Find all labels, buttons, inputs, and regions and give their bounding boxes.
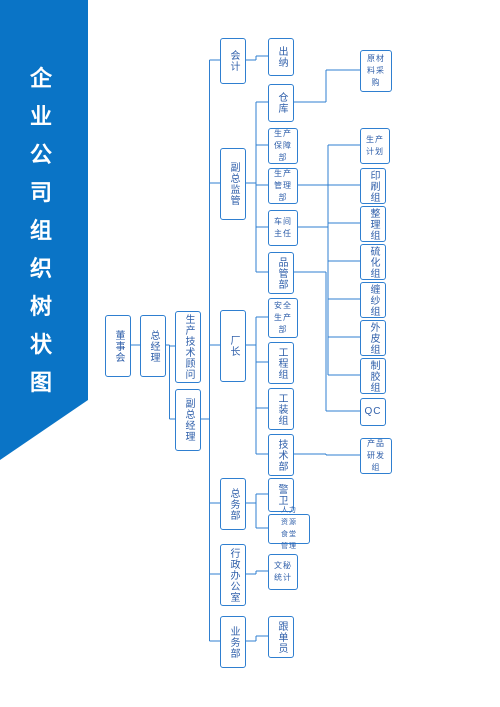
org-node-n26: 生产 计划	[360, 128, 390, 164]
org-node-n18: 工程组	[268, 342, 294, 384]
org-node-n20: 技术部	[268, 434, 294, 476]
org-node-label: 工装组	[275, 393, 287, 426]
org-node-label: 文秘 统计	[274, 560, 292, 584]
org-node-label: 行政办公室	[227, 548, 239, 603]
org-node-n13: 生产 保障 部	[268, 128, 298, 164]
org-node-n15: 车间 主任	[268, 210, 298, 246]
org-node-n6: 副总监管	[220, 148, 246, 220]
org-node-label: 会计	[227, 50, 239, 72]
org-node-label: 品管部	[275, 257, 287, 290]
org-node-label: 跟单员	[275, 621, 287, 654]
org-node-label: 生产 保障 部	[274, 128, 292, 164]
org-node-n11: 出纳	[268, 38, 294, 76]
org-node-label: 副总经理	[182, 398, 194, 442]
org-node-n1: 董事会	[105, 315, 131, 377]
org-node-label: 人力 资源 食堂 管理	[281, 505, 297, 553]
org-node-label: 安全 生产 部	[274, 300, 292, 336]
page: 企业公司组织树状图 董事会总经理生产技术顾问副总经理会计副总监管厂长总务部行政办…	[0, 0, 500, 707]
org-node-n9: 行政办公室	[220, 544, 246, 606]
org-node-n31: 外皮组	[360, 320, 386, 356]
org-node-label: 厂长	[227, 335, 239, 357]
org-node-n27: 印刷组	[360, 168, 386, 204]
org-node-n2: 总经理	[140, 315, 166, 377]
org-node-n24: 跟单员	[268, 616, 294, 658]
org-node-n8: 总务部	[220, 478, 246, 530]
org-node-n32: 制胶组	[360, 358, 386, 394]
connector-lines	[0, 0, 500, 707]
org-node-n10: 业务部	[220, 616, 246, 668]
org-node-n22: 人力 资源 食堂 管理	[268, 514, 310, 544]
org-node-n25: 原材 料采 购	[360, 50, 392, 92]
org-node-label: 生产 计划	[366, 134, 384, 158]
org-chart: 董事会 总经理 生产技术顾问副总经理 会计副总监管厂长总务部行政办公室业务部 出纳仓库生…	[0, 0, 500, 707]
org-node-label: 总务部	[227, 488, 239, 521]
org-node-n29: 硫化组	[360, 244, 386, 280]
org-node-label: 技术部	[275, 439, 287, 472]
org-node-label: 生产技术顾问	[182, 314, 194, 380]
org-node-n7: 厂长	[220, 310, 246, 382]
org-node-n33: QC	[360, 398, 386, 426]
org-node-label: 工程组	[275, 347, 287, 380]
org-node-label: 印刷组	[367, 170, 379, 203]
org-node-n34: 产品 研发 组	[360, 438, 392, 474]
org-node-n5: 会计	[220, 38, 246, 84]
org-node-label: 总经理	[147, 330, 159, 363]
org-node-label: 原材 料采 购	[367, 53, 385, 89]
org-node-label: 整理组	[367, 208, 379, 241]
org-node-label: 出纳	[275, 46, 287, 68]
org-node-n14: 生产 管理 部	[268, 168, 298, 204]
org-node-n30: 缠纱组	[360, 282, 386, 318]
org-node-label: 外皮组	[367, 322, 379, 355]
org-node-label: 生产 管理 部	[274, 168, 292, 204]
org-node-label: 董事会	[112, 330, 124, 363]
org-node-label: 副总监管	[227, 162, 239, 206]
org-node-label: 业务部	[227, 626, 239, 659]
org-node-label: 警卫	[275, 484, 287, 506]
org-node-n19: 工装组	[268, 388, 294, 430]
org-node-n23: 文秘 统计	[268, 554, 298, 590]
org-node-label: 硫化组	[367, 246, 379, 279]
org-node-n16: 品管部	[268, 252, 294, 294]
org-node-label: QC	[365, 406, 382, 418]
org-node-n12: 仓库	[268, 84, 294, 122]
org-node-label: 仓库	[275, 92, 287, 114]
org-node-label: 缠纱组	[367, 284, 379, 317]
org-node-n17: 安全 生产 部	[268, 298, 298, 338]
org-node-n28: 整理组	[360, 206, 386, 242]
org-node-n4: 副总经理	[175, 389, 201, 451]
org-node-label: 产品 研发 组	[367, 438, 385, 474]
org-node-label: 车间 主任	[274, 216, 292, 240]
org-node-n3: 生产技术顾问	[175, 311, 201, 383]
org-node-label: 制胶组	[367, 360, 379, 393]
